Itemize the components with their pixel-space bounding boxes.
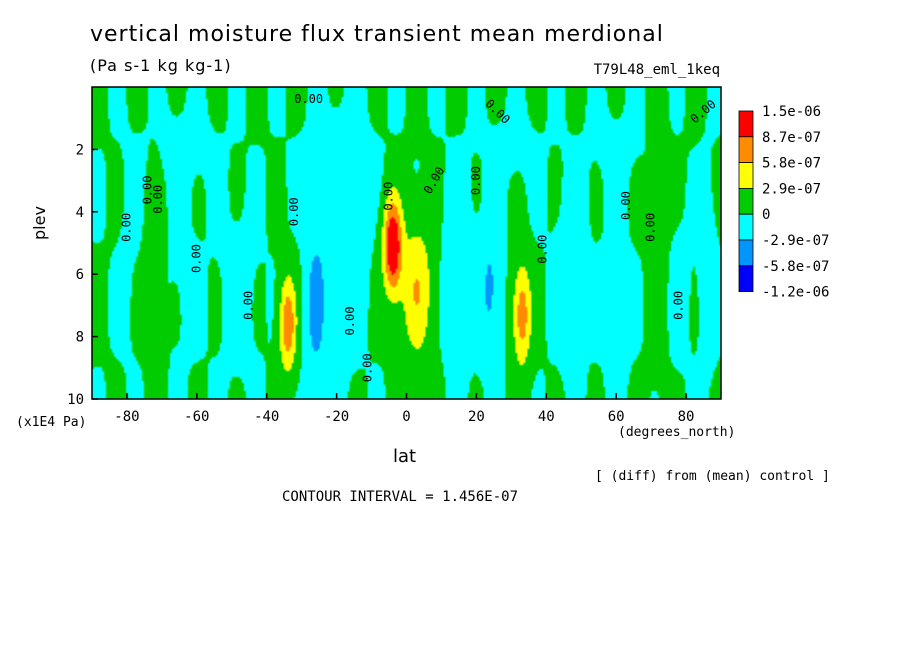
legend-label-2: 5.8e-07 — [762, 156, 821, 172]
contour-label-14: 0.00 — [619, 191, 633, 220]
legend-swatch-3 — [738, 187, 754, 215]
legend-label-4: 0 — [762, 207, 770, 223]
y-tick-label-1: 4 — [76, 205, 84, 221]
diff-note: [ (diff) from (mean) control ] — [595, 469, 830, 484]
x-tick-label-6: 40 — [538, 409, 555, 425]
chart-title: vertical moisture flux transient mean me… — [90, 22, 664, 47]
y-tick-label-2: 6 — [76, 267, 84, 283]
x-tick-label-8: 80 — [678, 409, 695, 425]
y-tick-label-4: 10 — [67, 392, 84, 408]
legend-label-1: 8.7e-07 — [762, 130, 821, 146]
y-axis-ticks: 2 4 6 8 10 — [67, 142, 98, 408]
contour-label-9: 0.00 — [382, 182, 396, 211]
run-id-label: T79L48_eml_1keq — [593, 62, 720, 78]
legend-label-3: 2.9e-07 — [762, 181, 821, 197]
contour-label-3: 0.00 — [151, 185, 165, 214]
contour-interval-label: CONTOUR INTERVAL = 1.456E-07 — [282, 489, 519, 505]
chart-units: (Pa s-1 kg kg-1) — [90, 56, 232, 75]
x-tick-label-1: -60 — [184, 409, 209, 425]
legend-swatch-6 — [738, 265, 754, 292]
contour-label-1: 0.00 — [119, 213, 133, 242]
legend-swatch-1 — [738, 136, 754, 164]
contour-label-15: 0.00 — [644, 213, 658, 242]
legend-label-7: -1.2e-06 — [762, 285, 829, 301]
contour-label-17: 0.00 — [672, 291, 686, 320]
filled-contour-field — [92, 87, 721, 399]
y-tick-label-3: 8 — [76, 330, 84, 346]
x-tick-label-7: 60 — [608, 409, 625, 425]
legend-swatch-0 — [738, 110, 754, 138]
y-axis-units: (x1E4 Pa) — [16, 415, 87, 430]
y-tick-label-0: 2 — [76, 142, 84, 158]
contour-label-6: 0.00 — [287, 197, 301, 226]
legend-label-0: 1.5e-06 — [762, 104, 821, 120]
contour-label-13: 0.00 — [535, 235, 549, 264]
x-axis-units: (degrees_north) — [618, 425, 736, 440]
x-axis-ticks: -80 -60 -40 -20 0 20 40 60 80 — [114, 393, 694, 425]
contour-label-8: 0.00 — [361, 353, 375, 382]
x-tick-label-3: -20 — [324, 409, 349, 425]
legend-swatch-4 — [738, 213, 754, 241]
contour-label-7: 0.00 — [343, 307, 357, 336]
legend-swatch-5 — [738, 239, 754, 267]
contour-label-2: 0.00 — [140, 176, 154, 205]
contour-label-11: 0.00 — [469, 166, 483, 195]
legend-label-5: -2.9e-07 — [762, 233, 829, 249]
legend-label-6: -5.8e-07 — [762, 259, 829, 275]
contour-label-0: 0.00 — [294, 92, 323, 106]
contour-label-5: 0.00 — [242, 291, 256, 320]
legend-swatch-2 — [738, 162, 754, 189]
x-tick-label-4: 0 — [402, 409, 410, 425]
contour-label-4: 0.00 — [189, 244, 203, 273]
x-tick-label-0: -80 — [114, 409, 139, 425]
x-axis-label: lat — [393, 446, 417, 467]
x-tick-label-2: -40 — [254, 409, 279, 425]
color-legend: 1.5e-06 8.7e-07 5.8e-07 2.9e-07 0 -2.9e-07 -5.… — [738, 104, 829, 301]
x-tick-label-5: 20 — [468, 409, 485, 425]
